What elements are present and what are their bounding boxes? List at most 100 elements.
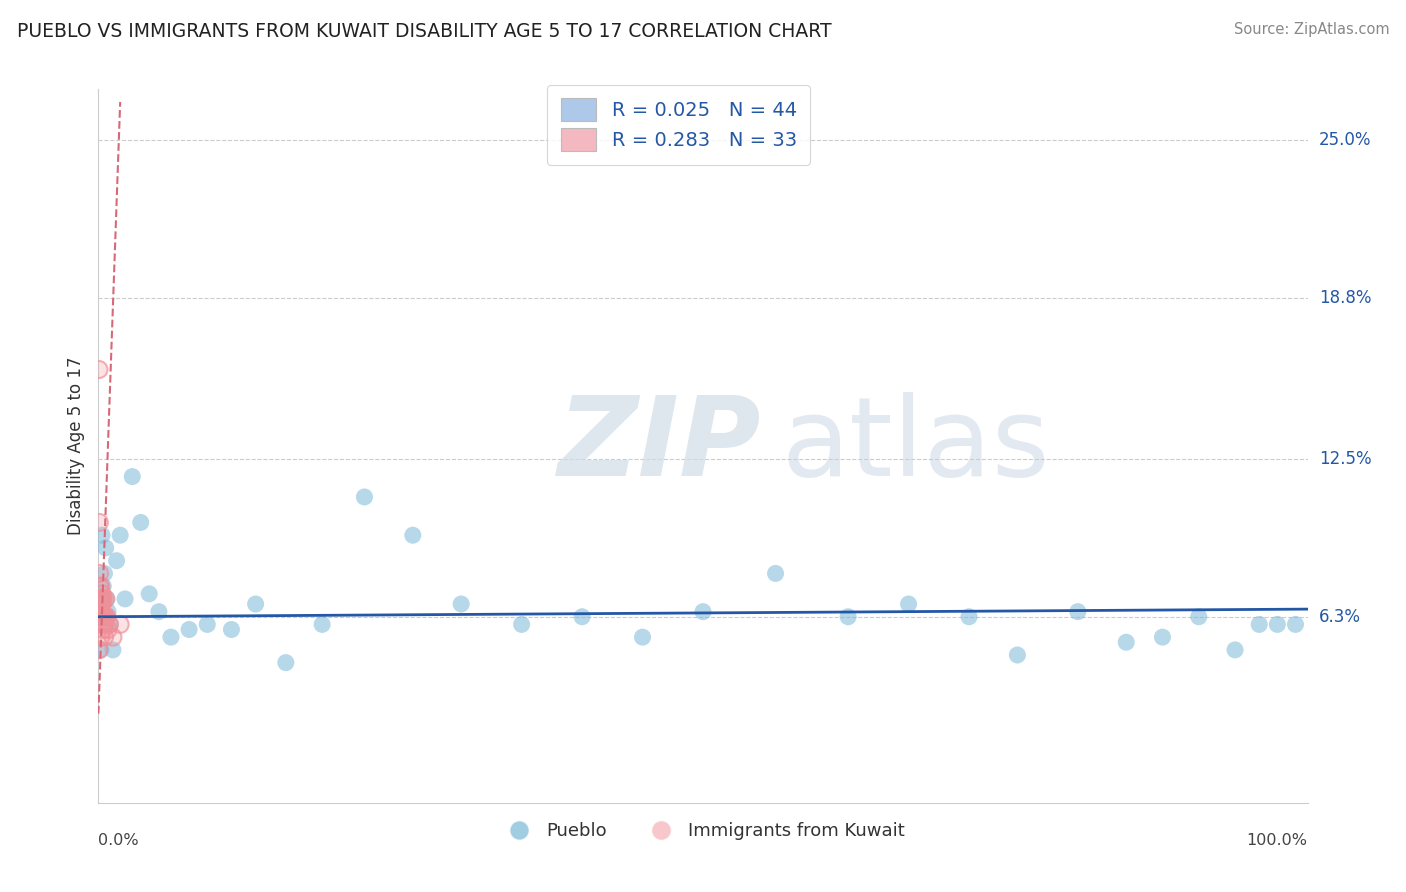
Point	[91, 609, 114, 624]
Point	[89, 609, 111, 624]
Text: 0.0%: 0.0%	[98, 833, 139, 848]
Point	[90, 643, 112, 657]
Point	[97, 605, 120, 619]
Point	[90, 617, 112, 632]
Point	[160, 630, 183, 644]
Point	[91, 591, 114, 606]
Point	[90, 579, 112, 593]
Point	[87, 643, 110, 657]
Point	[91, 591, 114, 606]
Point	[148, 605, 170, 619]
Text: 6.3%: 6.3%	[1319, 607, 1361, 626]
Point	[91, 591, 114, 606]
Point	[90, 605, 112, 619]
Point	[94, 541, 117, 555]
Point	[91, 623, 114, 637]
Point	[1284, 617, 1306, 632]
Point	[90, 605, 112, 619]
Point	[631, 630, 654, 644]
Point	[108, 617, 131, 632]
Text: 25.0%: 25.0%	[1319, 131, 1371, 149]
Point	[91, 528, 114, 542]
Point	[87, 609, 110, 624]
Point	[89, 516, 111, 530]
Point	[94, 609, 117, 624]
Point	[1223, 643, 1246, 657]
Text: atlas: atlas	[782, 392, 1050, 500]
Point	[897, 597, 920, 611]
Point	[97, 623, 120, 637]
Point	[89, 579, 111, 593]
Point	[89, 597, 111, 611]
Point	[765, 566, 787, 581]
Point	[571, 609, 593, 624]
Point	[97, 623, 120, 637]
Point	[692, 605, 714, 619]
Point	[121, 469, 143, 483]
Point	[1067, 605, 1090, 619]
Point	[129, 516, 152, 530]
Point	[93, 609, 115, 624]
Point	[89, 591, 111, 606]
Point	[96, 609, 118, 624]
Point	[94, 591, 117, 606]
Point	[402, 528, 425, 542]
Point	[90, 591, 112, 606]
Point	[93, 609, 115, 624]
Point	[138, 587, 160, 601]
Point	[87, 609, 110, 624]
Point	[91, 597, 114, 611]
Point	[89, 609, 111, 624]
Point	[93, 630, 115, 644]
Point	[87, 362, 110, 376]
Point	[90, 591, 112, 606]
Point	[96, 609, 118, 624]
Point	[1249, 617, 1271, 632]
Point	[89, 609, 111, 624]
Point	[94, 609, 117, 624]
Point	[89, 597, 111, 611]
Point	[89, 609, 111, 624]
Point	[101, 643, 124, 657]
Legend: Pueblo, Immigrants from Kuwait: Pueblo, Immigrants from Kuwait	[494, 815, 912, 847]
Point	[957, 609, 980, 624]
Point	[93, 617, 115, 632]
Point	[91, 609, 114, 624]
Text: ZIP: ZIP	[558, 392, 762, 500]
Point	[89, 591, 111, 606]
Point	[89, 566, 111, 581]
Point	[87, 643, 110, 657]
Text: PUEBLO VS IMMIGRANTS FROM KUWAIT DISABILITY AGE 5 TO 17 CORRELATION CHART: PUEBLO VS IMMIGRANTS FROM KUWAIT DISABIL…	[17, 22, 831, 41]
Point	[100, 617, 122, 632]
Point	[91, 623, 114, 637]
Point	[91, 609, 114, 624]
Point	[101, 630, 124, 644]
Point	[89, 609, 111, 624]
Text: 12.5%: 12.5%	[1319, 450, 1371, 467]
Point	[1152, 630, 1174, 644]
Point	[87, 362, 110, 376]
Point	[91, 609, 114, 624]
Point	[1267, 617, 1289, 632]
Point	[510, 617, 533, 632]
Point	[89, 579, 111, 593]
Point	[245, 597, 267, 611]
Point	[450, 597, 472, 611]
Point	[1188, 609, 1211, 624]
Point	[311, 617, 333, 632]
Point	[93, 617, 115, 632]
Point	[91, 579, 114, 593]
Point	[98, 617, 121, 632]
Point	[837, 609, 859, 624]
Point	[1115, 635, 1137, 649]
Point	[93, 630, 115, 644]
Point	[89, 516, 111, 530]
Point	[114, 591, 136, 606]
Text: 100.0%: 100.0%	[1247, 833, 1308, 848]
Point	[274, 656, 297, 670]
Point	[90, 609, 112, 624]
Point	[96, 591, 118, 606]
Point	[195, 617, 218, 632]
Point	[221, 623, 243, 637]
Point	[108, 528, 131, 542]
